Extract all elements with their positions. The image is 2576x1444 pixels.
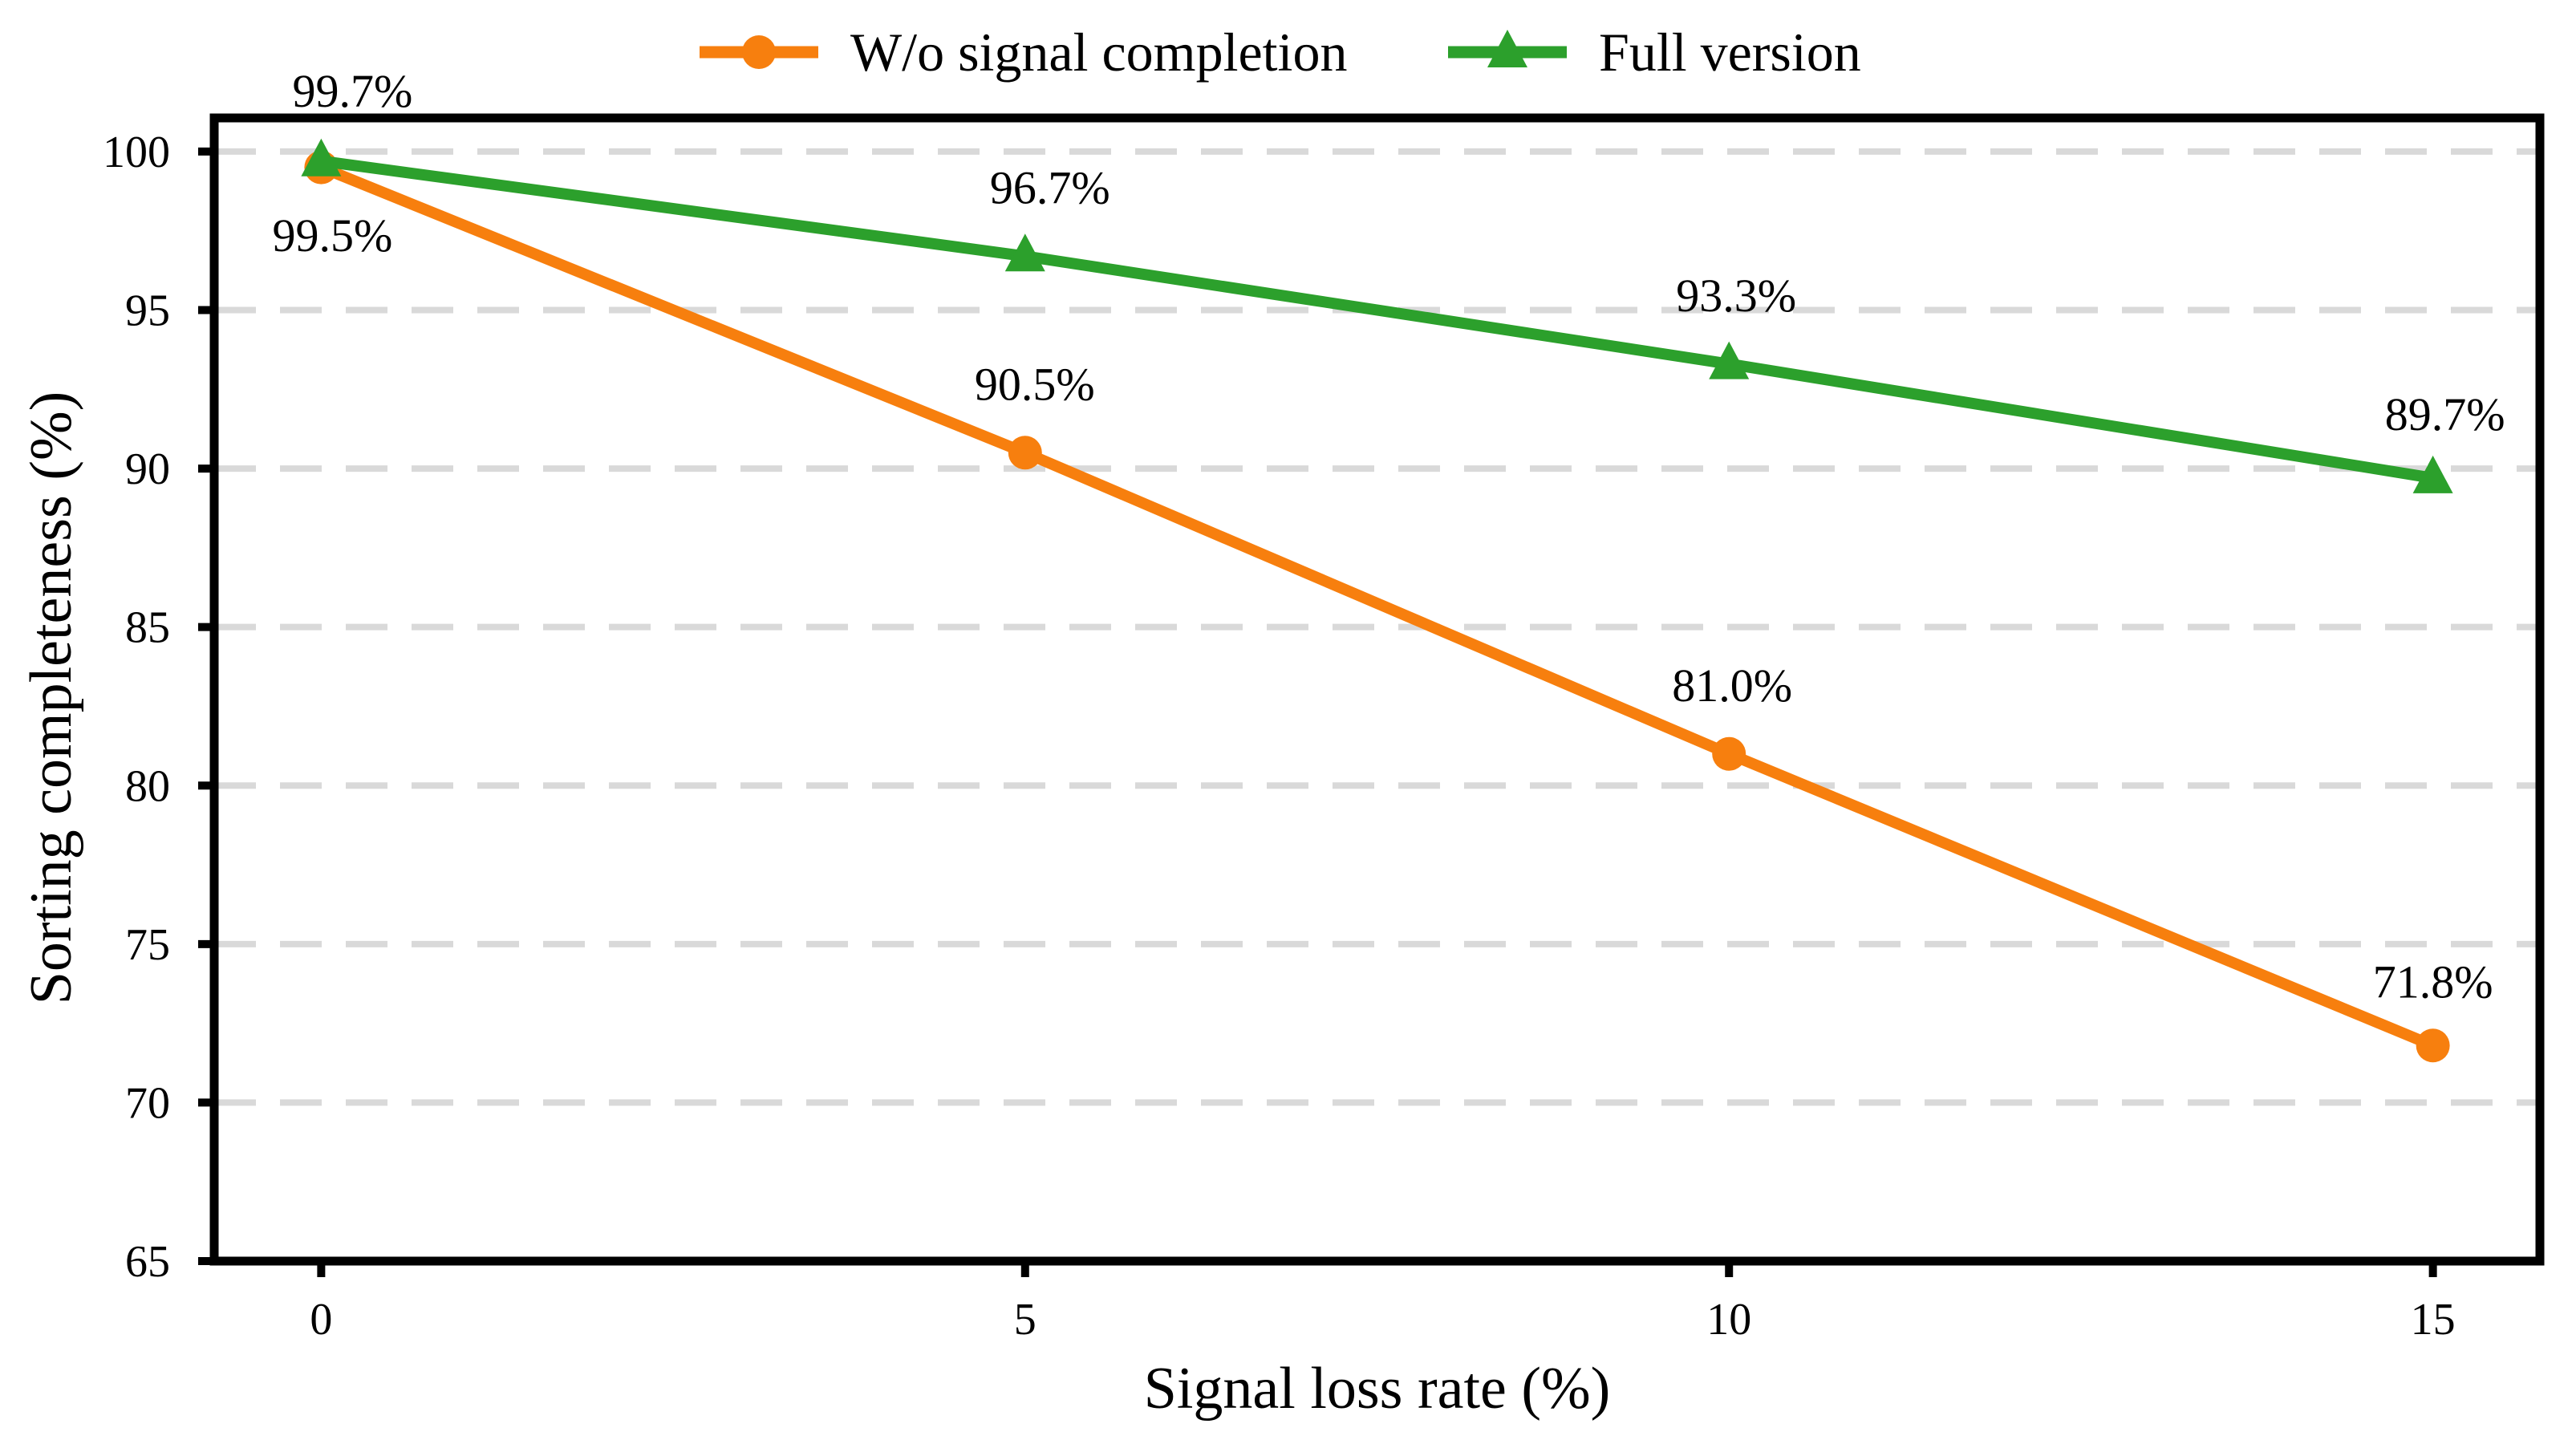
legend-label: W/o signal completion [850,22,1347,83]
y-tick-label: 100 [103,128,170,177]
data-point-label: 71.8% [2373,956,2493,1008]
y-tick-label: 80 [125,761,170,811]
data-point-marker [2412,455,2453,493]
data-point-marker [301,138,342,176]
x-tick-label: 15 [2411,1295,2456,1345]
series-line-0 [315,161,2439,1052]
data-point-marker [1709,341,1750,379]
data-point-marker [2416,1028,2450,1063]
axes-border [209,113,2545,1266]
data-point-label: 81.0% [1672,659,1792,712]
y-tick-label: 75 [125,920,170,970]
data-point-label: 89.7% [2385,388,2505,440]
x-axis-label: Signal loss rate (%) [1144,1356,1611,1422]
x-tick-label: 5 [1014,1295,1036,1345]
data-point-marker [1712,736,1746,771]
data-point-label: 96.7% [990,162,1110,214]
legend-marker [742,35,776,69]
y-tick-label: 90 [125,444,170,494]
series-1 [301,138,2453,493]
series-line-1 [315,155,2439,484]
x-tick-label: 10 [1706,1295,1751,1345]
x-tick-label: 0 [310,1295,332,1345]
legend-item: W/o signal completion [700,22,1347,83]
data-point-label: 93.3% [1676,270,1796,322]
data-point-label: 99.7% [292,65,412,117]
ticks: 0 5 10 15 65 70 75 80 85 90 95 100 [103,128,2456,1345]
data-point-label: 90.5% [975,359,1095,411]
series-0 [304,150,2450,1063]
y-tick-label: 95 [125,286,170,336]
data-point-marker [1004,233,1045,272]
legend-item: Full version [1448,22,1861,83]
legend-marker [1487,30,1527,67]
point-labels: 99.5% 90.5% 81.0% 71.8% 99.7% 96.7% 93.3% 89.7% [272,65,2505,1008]
y-tick-label: 85 [125,603,170,653]
data-point-label: 99.5% [272,209,392,262]
data-point-marker [1008,436,1042,470]
gridlines [214,148,2540,1264]
y-tick-label: 70 [125,1078,170,1128]
y-axis-label: Sorting completeness (%) [18,391,84,1005]
y-tick-label: 65 [125,1237,170,1287]
legend-label: Full version [1599,22,1861,83]
